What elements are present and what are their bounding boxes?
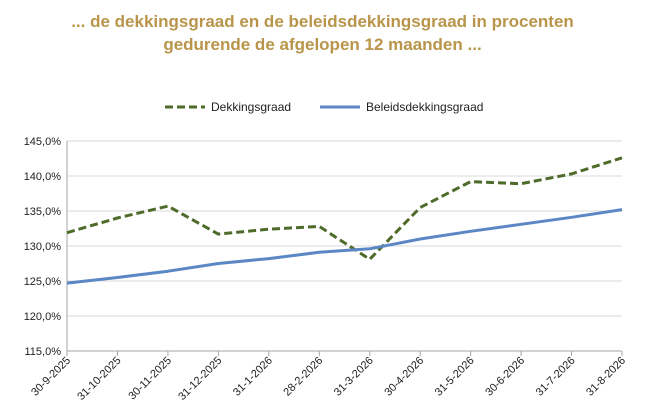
- legend-label-dekkingsgraad: Dekkingsgraad: [211, 100, 291, 114]
- y-tick-label: 120,0%: [24, 311, 62, 323]
- y-tick-label: 125,0%: [24, 276, 62, 288]
- x-tick-label: 30-6-2026: [483, 355, 527, 399]
- gridlines: [67, 140, 622, 317]
- x-tick-label: 30-4-2026: [382, 355, 426, 399]
- x-tick-label: 30-11-2025: [126, 355, 174, 403]
- y-tick-label: 130,0%: [24, 241, 62, 253]
- series-line-dekkingsgraad: [66, 156, 623, 261]
- x-tick-label: 31-10-2025: [75, 355, 123, 403]
- x-tick-label: 31-7-2026: [534, 355, 578, 399]
- series-layer: [66, 156, 623, 285]
- x-tick-label: 31-12-2025: [176, 355, 224, 403]
- legend: Dekkingsgraad Beleidsdekkingsgraad: [165, 100, 483, 114]
- x-tick-label: 31-5-2026: [433, 355, 477, 399]
- y-tick-label: 135,0%: [24, 206, 62, 218]
- x-tick-label: 28-2-2026: [281, 355, 325, 399]
- legend-label-beleidsdekkingsgraad: Beleidsdekkingsgraad: [366, 100, 483, 114]
- chart-title-line-2: gedurende de afgelopen 12 maanden ...: [163, 35, 482, 54]
- x-tick-label: 31-8-2026: [584, 355, 628, 399]
- x-tick-label: 31-1-2026: [231, 355, 275, 399]
- x-tick-label: 31-3-2026: [332, 355, 376, 399]
- y-tick-label: 145,0%: [24, 136, 62, 148]
- chart-title-line-1: ... de dekkingsgraad en de beleidsdekkin…: [71, 12, 574, 31]
- chart-title: ... de dekkingsgraad en de beleidsdekkin…: [0, 10, 645, 56]
- y-tick-label: 140,0%: [24, 171, 62, 183]
- series-line-beleidsdekkingsgraad: [66, 208, 623, 285]
- y-tick-label: 115,0%: [25, 346, 62, 358]
- x-tick-label: 30-9-2025: [29, 355, 73, 399]
